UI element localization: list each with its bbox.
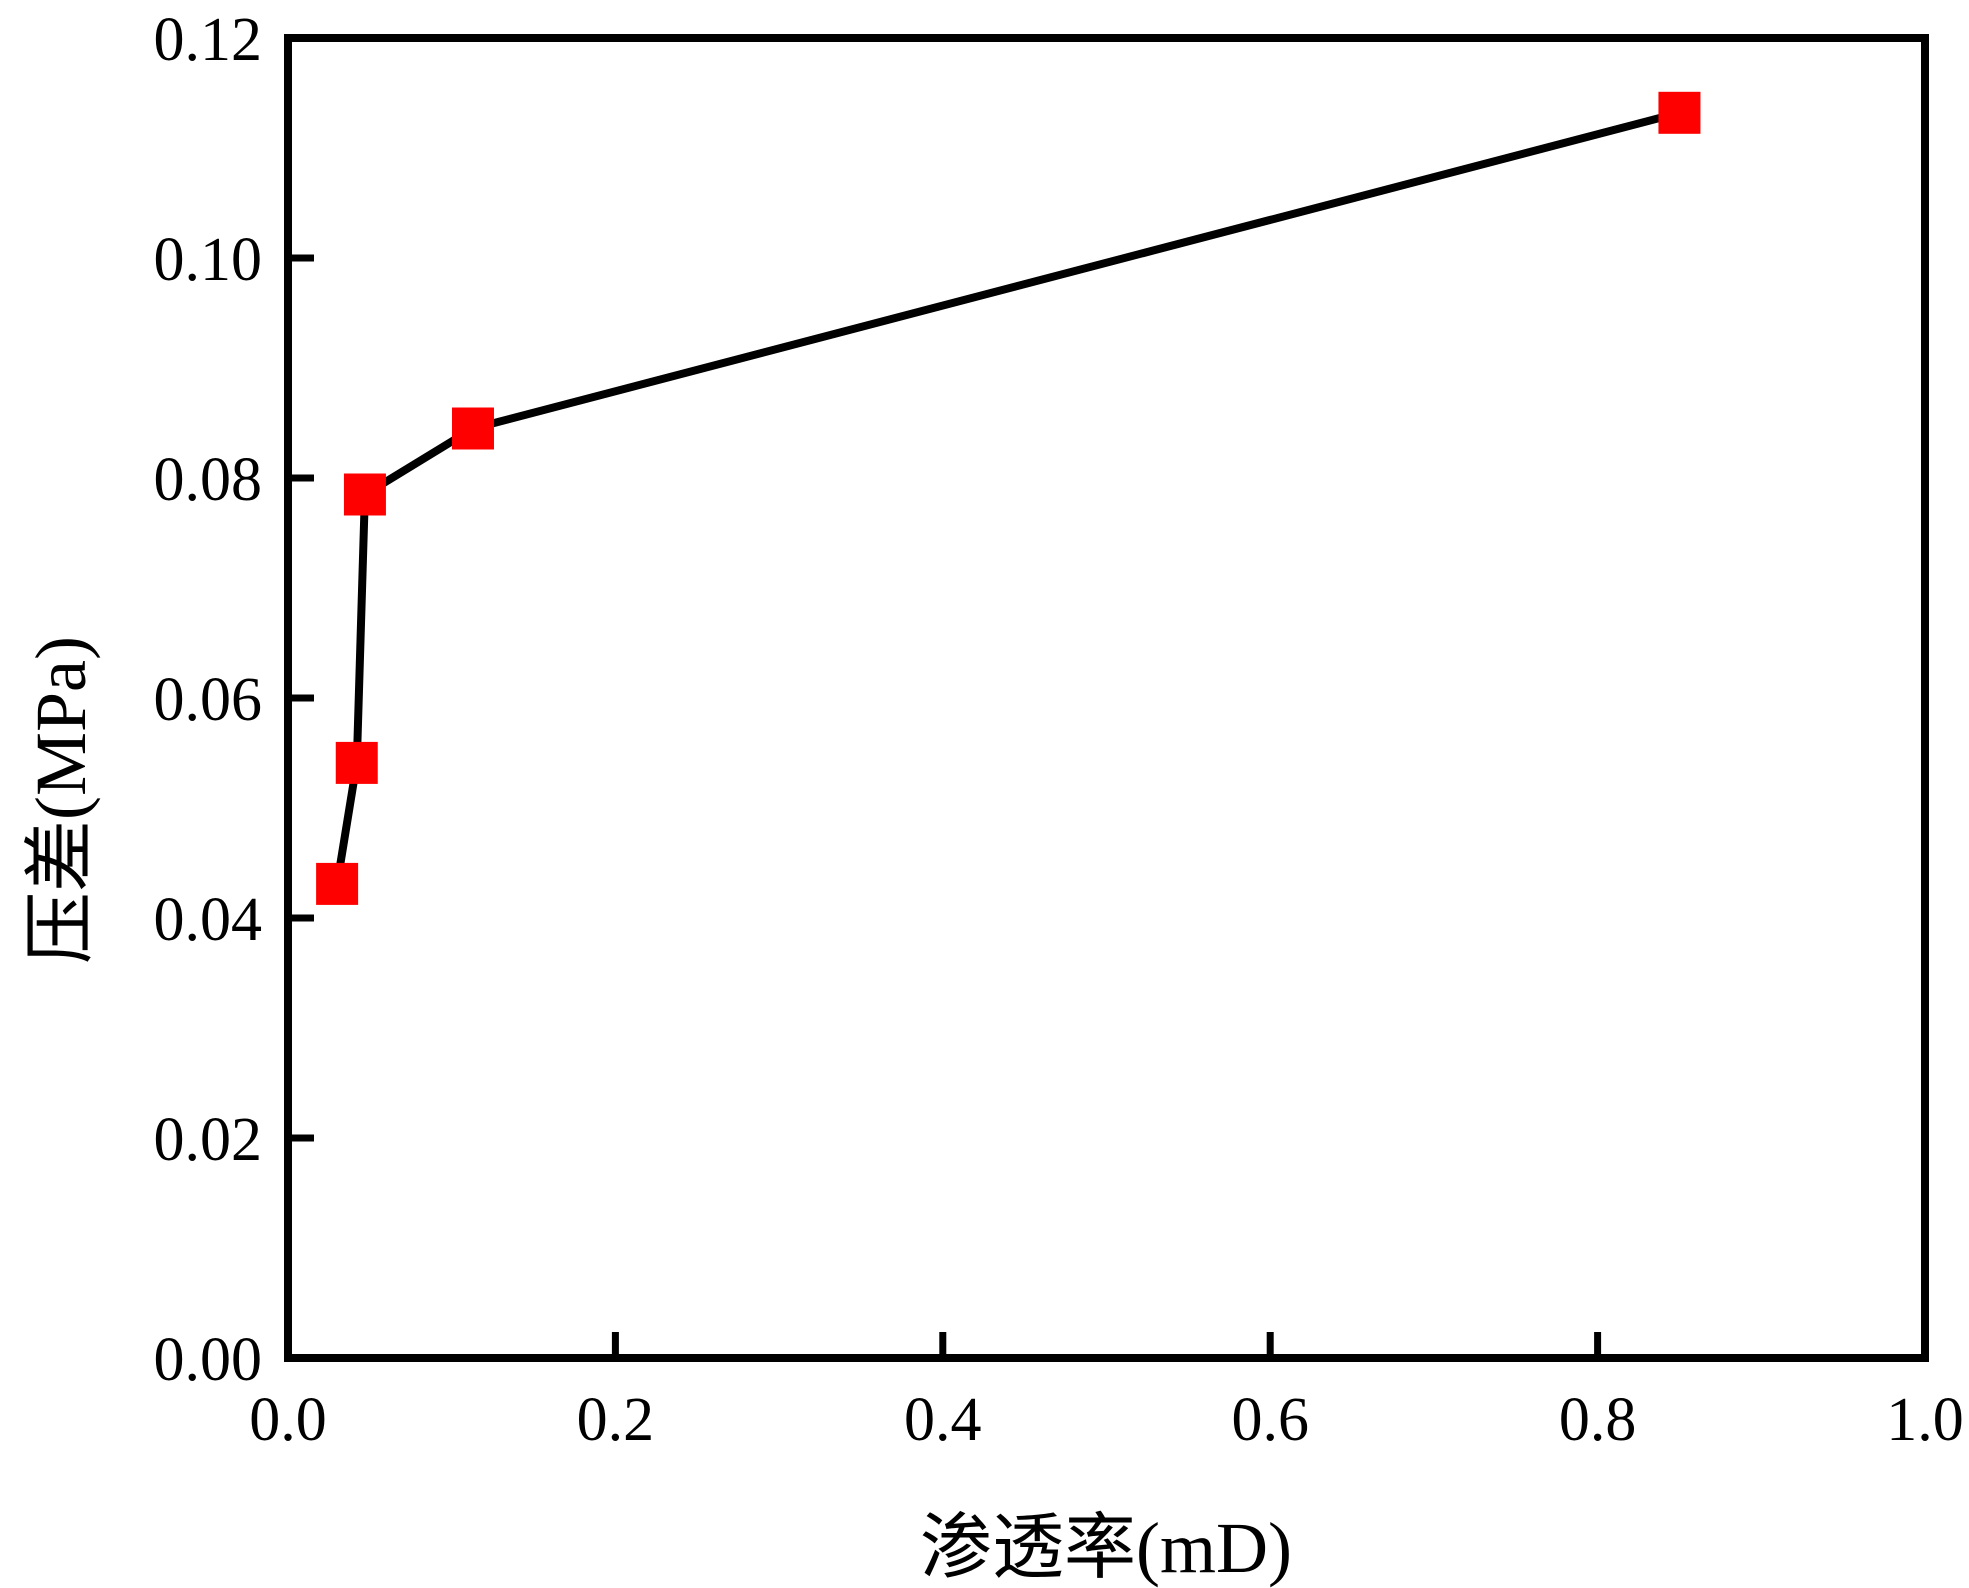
data-point [343, 473, 386, 516]
y-tick-label: 0.00 [154, 1326, 263, 1394]
series-line [333, 108, 1681, 885]
series-layer [316, 91, 1701, 905]
x-axis-ticks: 0.0 0.2 0.4 0.6 0.8 1.0 [249, 1332, 1964, 1454]
y-tick-label: 0.02 [154, 1106, 263, 1174]
x-axis-label: 渗透率(mD) [920, 1508, 1292, 1588]
y-tick-label: 0.04 [154, 886, 263, 954]
data-point [451, 407, 494, 450]
plot-frame [284, 34, 1929, 1362]
data-point [1658, 91, 1701, 134]
x-tick-label: 0.4 [904, 1386, 982, 1454]
x-tick-label: 0.8 [1559, 1386, 1637, 1454]
data-point [316, 862, 359, 905]
y-axis-ticks: 0.00 0.02 0.04 0.06 0.08 0.10 0.12 [154, 6, 314, 1394]
y-tick-label: 0.12 [154, 6, 263, 74]
x-tick-label: 1.0 [1886, 1386, 1964, 1454]
x-tick-label: 0.6 [1231, 1386, 1309, 1454]
x-tick-label: 0.0 [249, 1386, 327, 1454]
y-tick-label: 0.10 [154, 226, 263, 294]
y-tick-label: 0.06 [154, 666, 263, 734]
data-point [335, 741, 378, 784]
y-axis-label: 压差(MPa) [21, 636, 101, 964]
y-tick-label: 0.08 [154, 446, 263, 514]
x-tick-label: 0.2 [577, 1386, 655, 1454]
